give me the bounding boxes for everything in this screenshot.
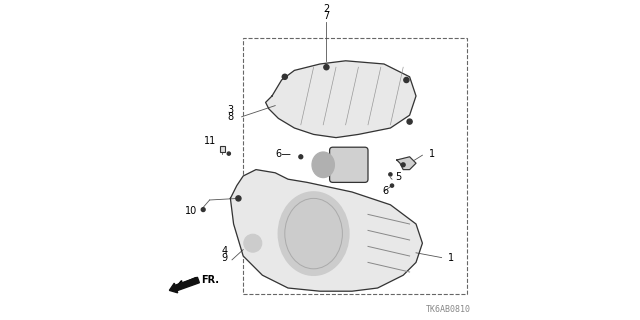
Text: 8: 8 (227, 112, 234, 122)
Circle shape (227, 152, 230, 155)
Text: 1: 1 (429, 148, 435, 159)
Circle shape (244, 234, 262, 252)
Polygon shape (230, 170, 422, 291)
Circle shape (299, 155, 303, 159)
Text: 4: 4 (221, 246, 227, 256)
Text: 3: 3 (227, 105, 234, 115)
FancyBboxPatch shape (330, 147, 368, 182)
Text: 2: 2 (323, 4, 330, 14)
Text: 6—: 6— (275, 148, 291, 159)
Circle shape (407, 119, 412, 124)
Circle shape (236, 196, 241, 201)
FancyArrow shape (170, 277, 200, 293)
Polygon shape (397, 157, 416, 170)
Text: TK6AB0810: TK6AB0810 (426, 305, 470, 314)
Circle shape (282, 74, 287, 79)
Ellipse shape (278, 192, 349, 275)
Bar (220, 146, 225, 152)
Circle shape (388, 173, 392, 176)
Circle shape (401, 163, 405, 167)
Text: 6: 6 (383, 186, 388, 196)
Text: 10: 10 (184, 206, 197, 216)
Circle shape (201, 208, 205, 212)
Polygon shape (266, 61, 416, 138)
Circle shape (324, 65, 329, 70)
Ellipse shape (312, 152, 334, 178)
Circle shape (390, 184, 394, 187)
Text: FR.: FR. (202, 275, 220, 285)
Circle shape (404, 77, 409, 83)
Text: 1: 1 (448, 252, 454, 263)
Text: 11: 11 (204, 136, 216, 147)
Text: 9: 9 (221, 253, 227, 263)
Text: 7: 7 (323, 11, 330, 21)
Text: 5: 5 (396, 172, 401, 182)
